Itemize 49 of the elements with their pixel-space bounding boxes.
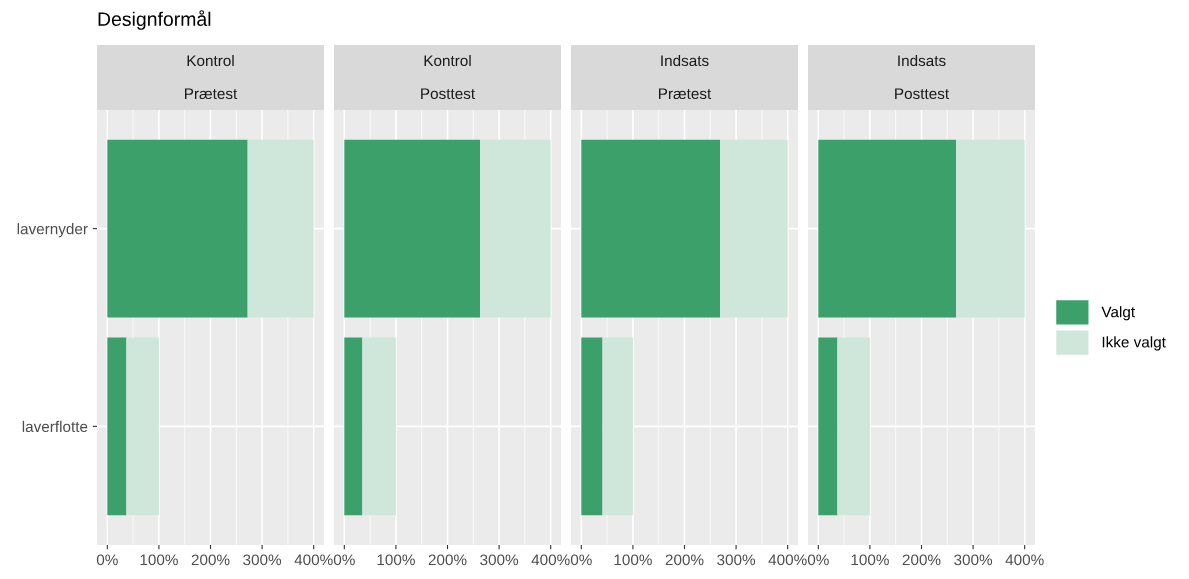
bar — [107, 139, 248, 318]
y-tick-label: lavernyder — [17, 223, 88, 238]
x-tick-label: 0% — [570, 554, 592, 566]
chart-subtitle: Posttest — [421, 88, 475, 100]
bar — [107, 337, 127, 516]
legend-label: Valgt — [1101, 306, 1135, 321]
chart-subtitle: Prætest — [659, 88, 712, 100]
x-tick-label: 300% — [954, 554, 993, 566]
x-tick-label: 300% — [243, 554, 282, 566]
bar — [126, 337, 159, 516]
x-tick-label: 400% — [768, 554, 807, 566]
legend-label: Ikke valgt — [1102, 336, 1166, 351]
bar — [344, 139, 480, 318]
x-tick-label: 100% — [140, 554, 178, 566]
bar — [720, 139, 788, 318]
bar — [581, 337, 603, 516]
chart-title: Indsats — [661, 54, 709, 67]
bar — [581, 139, 721, 318]
bar — [837, 337, 870, 516]
text: Designformål — [98, 10, 211, 30]
chart-title: Indsats — [898, 54, 946, 67]
x-tick-label: 400% — [294, 554, 333, 566]
bar — [818, 139, 957, 318]
x-tick-label: 100% — [614, 554, 652, 566]
x-tick-label: 300% — [480, 554, 519, 566]
x-tick-label: 0% — [807, 554, 829, 566]
x-tick-label: 400% — [1005, 554, 1044, 566]
bar — [480, 139, 551, 318]
x-tick-label: 300% — [717, 554, 756, 566]
chart-subtitle: Prætest — [185, 88, 238, 100]
x-tick-label: 200% — [902, 554, 941, 566]
bar — [602, 337, 633, 516]
x-tick-label: 100% — [851, 554, 889, 566]
x-tick-label: 200% — [191, 554, 230, 566]
x-tick-label: 200% — [428, 554, 467, 566]
bar — [362, 337, 396, 516]
x-tick-label: 400% — [531, 554, 570, 566]
y-tick-label: laverflotte — [22, 420, 88, 433]
chart-title: Kontrol — [424, 54, 471, 67]
bar — [344, 337, 363, 516]
x-tick-label: 0% — [96, 554, 118, 566]
chart-title: Kontrol — [187, 54, 234, 67]
bar — [956, 139, 1025, 318]
x-tick-label: 100% — [377, 554, 415, 566]
bar — [247, 139, 314, 318]
x-tick-label: 0% — [333, 554, 355, 566]
chart-subtitle: Posttest — [895, 88, 949, 100]
bar — [818, 337, 838, 516]
x-tick-label: 200% — [665, 554, 704, 566]
